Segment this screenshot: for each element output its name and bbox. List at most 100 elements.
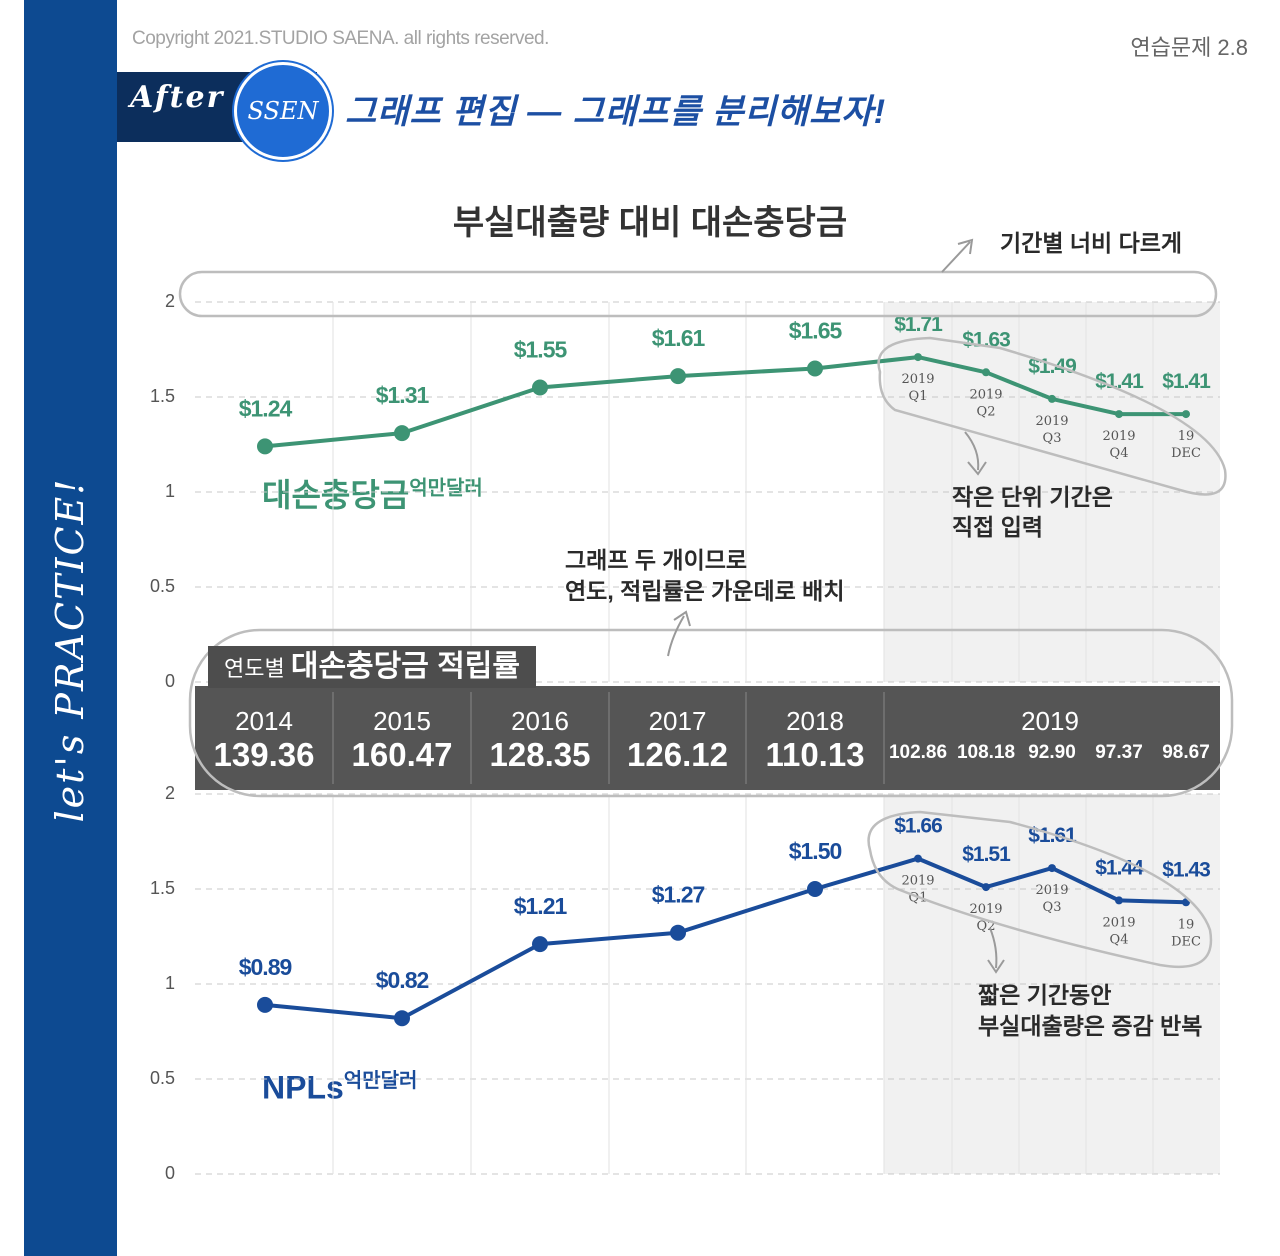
y-tick-label: 2 [164,291,175,311]
x-tick-label: 2019 [901,874,934,889]
data-point [1048,394,1056,403]
x-tick-label: 2019 [969,387,1002,402]
annotation-width: 기간별 너비 다르게 [1000,230,1183,256]
table-year-2019: 2019 [1021,706,1079,736]
annotation-arrow [667,610,691,657]
annotation-small-units-2: 직접 입력 [952,514,1044,540]
table-label-big: 대손충당금 적립률 [290,650,520,683]
series-unit: 억만달러 [409,477,483,500]
table-year: 2016 [511,706,569,736]
data-label: $1.50 [789,838,842,864]
exercise-number: 연습문제 2.8 [1130,35,1248,60]
x-tick-label: 2019 [1035,883,1068,898]
data-label: $1.55 [514,337,568,363]
series-line [264,355,1186,449]
data-label: $0.89 [239,954,292,980]
data-label: $1.21 [514,893,568,919]
y-tick-label: 1.5 [149,878,175,898]
data-point [257,438,273,455]
data-point [914,353,922,362]
data-label: $1.66 [894,815,942,838]
data-point [982,883,990,892]
annotation-repeat-2: 부실대출량은 증감 반복 [978,1013,1203,1039]
table-ratio-value: 126.12 [627,736,728,773]
data-label: $1.24 [239,395,293,421]
annotation-loop-table [188,628,1234,798]
data-label: $1.71 [894,313,943,336]
data-point [532,379,548,396]
x-tick-label: Q1 [909,389,928,404]
annotation-loop-small-units [877,336,1227,496]
y-tick-label: 1 [164,481,175,501]
data-point [1115,896,1123,905]
series-name: NPLs [262,1069,344,1106]
annotation-arrow [987,927,1005,974]
x-tick-label: Q3 [1043,431,1062,446]
series-label-npl: NPLs억만달러 [262,1064,417,1107]
y-tick-label: 0.5 [149,576,175,596]
data-label: $1.41 [1095,370,1144,393]
annotation-arrow [941,238,974,273]
table-year: 2014 [235,706,293,736]
data-point [807,881,823,897]
series-unit: 억만달러 [343,1070,418,1092]
y-tick-label: 0 [164,1163,175,1183]
sidebar [24,0,117,1256]
data-point [1115,410,1123,419]
data-point [257,996,273,1013]
data-point [982,368,990,377]
data-label: $1.41 [1162,370,1211,393]
page-subtitle: 그래프 편집 — 그래프를 분리해보자! [345,93,887,131]
x-tick-label: Q4 [1110,932,1129,947]
annotation-arrow [964,431,987,476]
y-tick-label: 0.5 [149,1068,175,1088]
annotation-small-units-1: 작은 단위 기간은 [952,484,1113,510]
data-point [914,854,922,863]
x-tick-label: Q3 [1043,900,1062,915]
ssen-label: SSEN [247,97,319,125]
annotation-loop-repeat [867,810,1213,969]
table-ratio-value: 128.35 [490,736,591,773]
data-label: $1.31 [376,382,430,408]
y-tick-label: 2 [164,783,175,803]
data-point [532,936,548,953]
data-label: $1.43 [1162,858,1210,881]
table-ratio-value-2019: 97.37 [1095,742,1143,763]
table-ratio-value: 110.13 [765,736,864,773]
x-tick-label: 19 [1178,917,1195,932]
ratio-table [195,686,1220,790]
copyright-text: Copyright 2021.STUDIO SAENA. all rights … [132,28,549,49]
table-year: 2018 [786,706,844,736]
data-label: $1.27 [652,882,705,908]
x-tick-label: Q4 [1110,446,1129,461]
table-ratio-value-2019: 92.90 [1028,742,1076,763]
data-point [807,360,823,377]
x-tick-label: DEC [1171,446,1201,461]
table-year: 2017 [649,706,707,736]
data-point [670,924,686,941]
data-label: $1.44 [1095,856,1144,879]
ssen-badge: SSEN [234,62,332,160]
series-line [264,856,1187,1021]
x-tick-label: 19 [1178,429,1195,444]
annotation-loop-width [178,270,1218,318]
data-label: $1.61 [652,325,706,351]
data-point [394,425,410,442]
x-tick-label: Q2 [977,404,996,419]
data-point [1048,864,1056,873]
x-tick-label: 2019 [1102,429,1135,444]
data-point [1182,410,1190,419]
series-name: 대손충당금 [262,477,410,513]
y-tick-label: 1.5 [149,386,175,406]
x-tick-label: DEC [1171,934,1201,949]
annotation-repeat-1: 짧은 기간동안 [978,982,1112,1008]
x-tick-label: 2019 [901,372,934,387]
table-ratio-value-2019: 98.67 [1162,742,1210,763]
table-ratio-value: 139.36 [214,736,315,773]
table-ratio-value-2019: 102.86 [889,742,947,763]
y-tick-label: 0 [164,671,175,691]
data-point [394,1010,410,1027]
x-tick-label: 2019 [1035,414,1068,429]
x-tick-label: 2019 [1102,915,1135,930]
